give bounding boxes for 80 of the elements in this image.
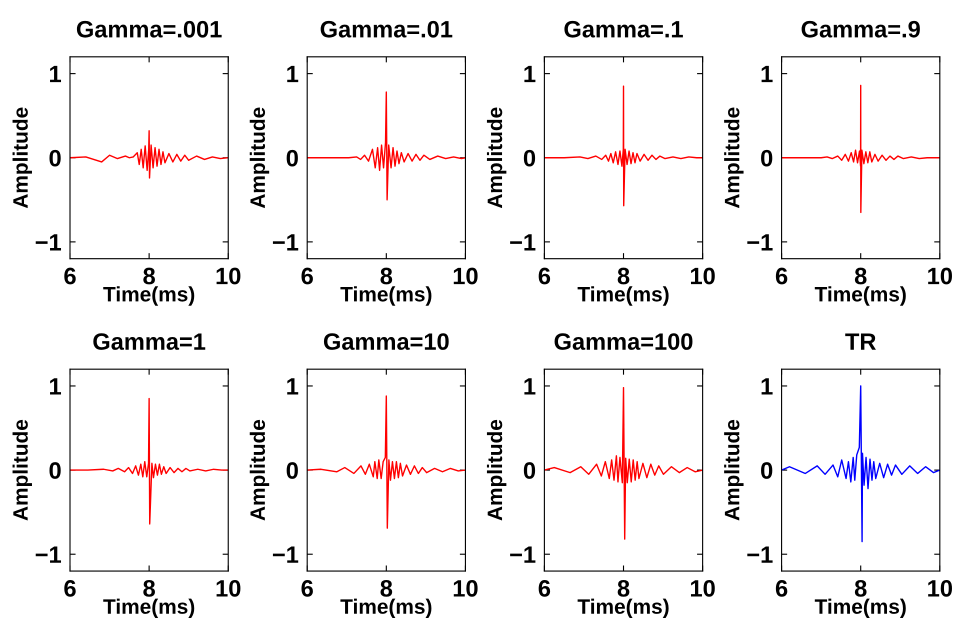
y-tick-label: 1 <box>50 66 62 82</box>
x-axis-title: Time(ms) <box>103 286 194 306</box>
x-tick-label: 6 <box>538 268 550 284</box>
y-tick-label: 1 <box>762 378 773 395</box>
x-tick-label: 10 <box>690 580 715 597</box>
y-axis-title: Amplitude <box>250 420 270 520</box>
y-tick-label: 1 <box>524 66 536 82</box>
y-tick-label: 1 <box>50 378 62 395</box>
x-tick-label: 8 <box>143 268 155 284</box>
y-tick-label: 1 <box>287 66 298 82</box>
x-tick-label: 10 <box>454 580 478 597</box>
y-tick-label: −1 <box>36 234 62 250</box>
x-axis-title: Time(ms) <box>103 598 194 618</box>
x-tick-label: 10 <box>690 268 715 284</box>
x-tick-label: 10 <box>216 268 240 284</box>
x-tick-label: 6 <box>538 580 550 597</box>
x-tick-label: 10 <box>928 268 952 284</box>
y-tick-label: −1 <box>36 546 62 563</box>
x-tick-label: 6 <box>302 268 313 284</box>
x-tick-label: 8 <box>380 268 392 284</box>
chart-title: Gamma=1 <box>93 333 206 350</box>
y-axis-title: Amplitude <box>250 108 270 208</box>
y-axis-title: Amplitude <box>12 420 32 520</box>
x-tick-label: 6 <box>776 580 788 597</box>
y-tick-label: 0 <box>524 150 536 167</box>
line-series <box>544 86 703 206</box>
x-tick-label: 8 <box>618 580 630 597</box>
chart-title: Gamma=.9 <box>802 20 920 38</box>
y-axis-title: Amplitude <box>486 108 506 208</box>
y-tick-label: 0 <box>286 150 298 167</box>
y-axis-title: Amplitude <box>12 108 32 208</box>
y-tick-label: −1 <box>510 546 536 563</box>
chart-title: Gamma=.01 <box>320 20 452 38</box>
y-tick-label: 0 <box>761 462 772 479</box>
x-axis-title: Time(ms) <box>340 286 432 306</box>
x-tick-label: 8 <box>854 268 867 284</box>
chart-title: Gamma=.001 <box>76 20 222 38</box>
line-series <box>544 386 703 540</box>
y-tick-label: 0 <box>761 150 772 167</box>
y-axis-title: Amplitude <box>724 108 744 208</box>
chart-title: Gamma=100 <box>554 333 692 350</box>
y-tick-label: 0 <box>286 462 298 479</box>
x-axis-title: Time(ms) <box>814 598 906 618</box>
y-tick-label: −1 <box>272 234 298 250</box>
line-series <box>70 398 228 525</box>
x-tick-label: 10 <box>454 268 478 284</box>
line-series <box>307 395 466 529</box>
line-series <box>307 91 466 201</box>
x-tick-label: 8 <box>854 580 867 597</box>
chart-title: TR <box>845 333 876 350</box>
x-axis-title: Time(ms) <box>814 286 906 306</box>
x-axis-title: Time(ms) <box>578 598 669 618</box>
x-tick-label: 6 <box>64 580 76 597</box>
y-tick-label: −1 <box>747 546 773 563</box>
y-tick-label: −1 <box>510 234 536 250</box>
y-axis-title: Amplitude <box>724 420 744 520</box>
x-tick-label: 10 <box>928 580 952 597</box>
line-series <box>782 84 940 214</box>
y-tick-label: 0 <box>49 462 61 479</box>
line-series <box>70 130 228 179</box>
y-tick-label: 1 <box>524 378 536 395</box>
x-axis-title: Time(ms) <box>578 286 669 306</box>
y-tick-label: 0 <box>49 150 61 167</box>
x-tick-label: 6 <box>776 268 788 284</box>
x-axis-title: Time(ms) <box>340 598 432 618</box>
x-tick-label: 6 <box>64 268 76 284</box>
x-tick-label: 8 <box>143 580 155 597</box>
y-tick-label: 0 <box>524 462 536 479</box>
line-series <box>782 385 940 542</box>
x-tick-label: 10 <box>216 580 240 597</box>
x-tick-label: 6 <box>302 580 313 597</box>
x-tick-label: 8 <box>380 580 392 597</box>
x-tick-label: 8 <box>618 268 630 284</box>
y-axis-title: Amplitude <box>486 420 506 520</box>
y-tick-label: −1 <box>747 234 773 250</box>
y-tick-label: 1 <box>287 378 298 395</box>
chart-title: Gamma=.1 <box>564 20 683 38</box>
y-tick-label: −1 <box>272 546 298 563</box>
y-tick-label: 1 <box>762 66 773 82</box>
chart-title: Gamma=10 <box>324 333 449 350</box>
